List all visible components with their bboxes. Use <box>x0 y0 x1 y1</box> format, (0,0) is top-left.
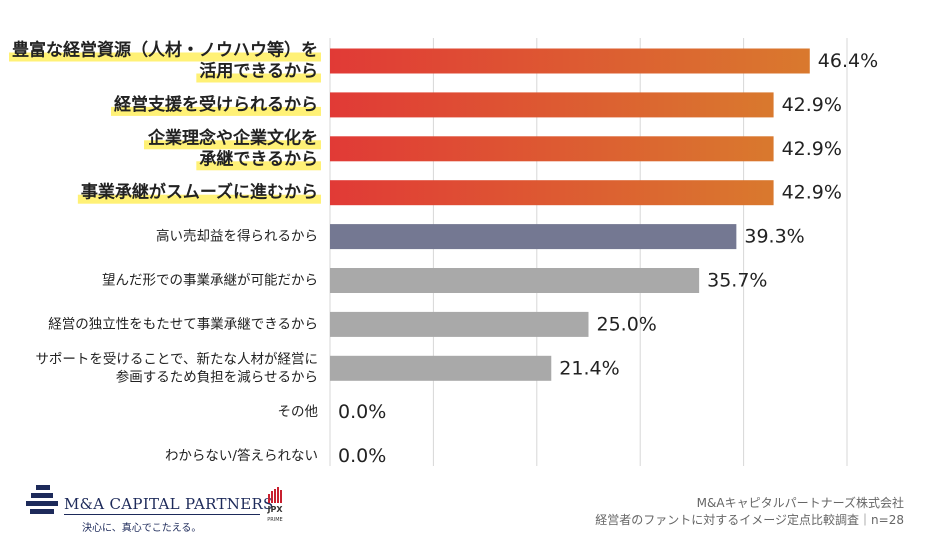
label-highlight <box>196 161 321 171</box>
category-label: 豊富な経営資源（人材・ノウハウ等）を <box>12 40 318 61</box>
value-label: 42.9% <box>782 94 842 116</box>
category-label: サポートを受けることで、新たな人材が経営に <box>35 351 318 367</box>
category-labels: 豊富な経営資源（人材・ノウハウ等）を活用できるから経営支援を受けられるから企業理… <box>9 40 321 464</box>
company-name: M&Aキャピタルパートナーズ株式会社 <box>696 496 904 510</box>
value-label: 0.0% <box>338 401 386 423</box>
label-highlight <box>9 52 321 62</box>
jpx-prime-icon: JPX PRIME <box>258 487 292 531</box>
bar-7 <box>330 311 589 337</box>
category-label: 望んだ形での事業承継が可能だから <box>102 273 318 289</box>
label-highlight <box>196 73 321 83</box>
brand-tagline: 決心に、真心でこたえる。 <box>82 523 202 534</box>
category-label: その他 <box>278 404 319 420</box>
value-label: 46.4% <box>818 50 878 72</box>
category-label: 承継できるから <box>199 148 318 169</box>
bar-4 <box>330 180 774 206</box>
brand-logo: M&A CAPITAL PARTNERS 決心に、真心でこたえる。 <box>26 481 326 541</box>
bar-6 <box>330 268 700 293</box>
value-label: 35.7% <box>707 270 767 292</box>
footer-credit: M&Aキャピタルパートナーズ株式会社 経営者のファントに対するイメージ定点比較調… <box>595 495 904 529</box>
survey-name: 経営者のファントに対するイメージ定点比較調査｜n=28 <box>595 513 904 527</box>
value-label: 39.3% <box>744 226 804 248</box>
value-labels: 46.4% 42.9% 42.9% 42.9% 39.3% 35.7% 25.0% 21.4%… <box>338 50 878 467</box>
bar-3 <box>330 136 774 162</box>
bar-8 <box>330 355 552 381</box>
brand-name: M&A CAPITAL PARTNERS <box>64 495 274 513</box>
category-label: 経営の独立性をもたせて事業承継できるから <box>48 316 318 332</box>
bar-chart: 豊富な経営資源（人材・ノウハウ等）を活用できるから経営支援を受けられるから企業理… <box>9 38 878 467</box>
category-label: 事業承継がスムーズに進むから <box>81 182 318 203</box>
category-label: 経営支援を受けられるから <box>114 94 318 115</box>
label-highlight <box>144 140 321 150</box>
bar-2 <box>330 92 774 118</box>
jpx-sub-label: PRIME <box>267 517 283 523</box>
category-label: 高い売却益を得られるから <box>156 228 318 245</box>
category-label: 企業理念や企業文化を <box>147 127 318 148</box>
value-label: 21.4% <box>559 357 619 379</box>
brand-rule <box>64 514 260 515</box>
value-label: 25.0% <box>597 313 657 335</box>
label-highlight <box>111 106 321 116</box>
category-label: 活用できるから <box>199 61 318 82</box>
jpx-label: JPX <box>267 505 283 514</box>
mcap-logo-icon <box>26 485 58 514</box>
value-label: 0.0% <box>338 445 386 467</box>
label-highlight <box>77 194 321 204</box>
bar-5 <box>330 224 737 250</box>
bar-1 <box>330 48 810 74</box>
bars <box>330 48 810 381</box>
value-label: 42.9% <box>782 182 842 204</box>
value-label: 42.9% <box>782 138 842 160</box>
category-label: 参画するため負担を減らせるから <box>116 368 318 385</box>
category-label: わからない/答えられない <box>165 447 318 464</box>
jpx-bars-icon <box>268 487 282 503</box>
